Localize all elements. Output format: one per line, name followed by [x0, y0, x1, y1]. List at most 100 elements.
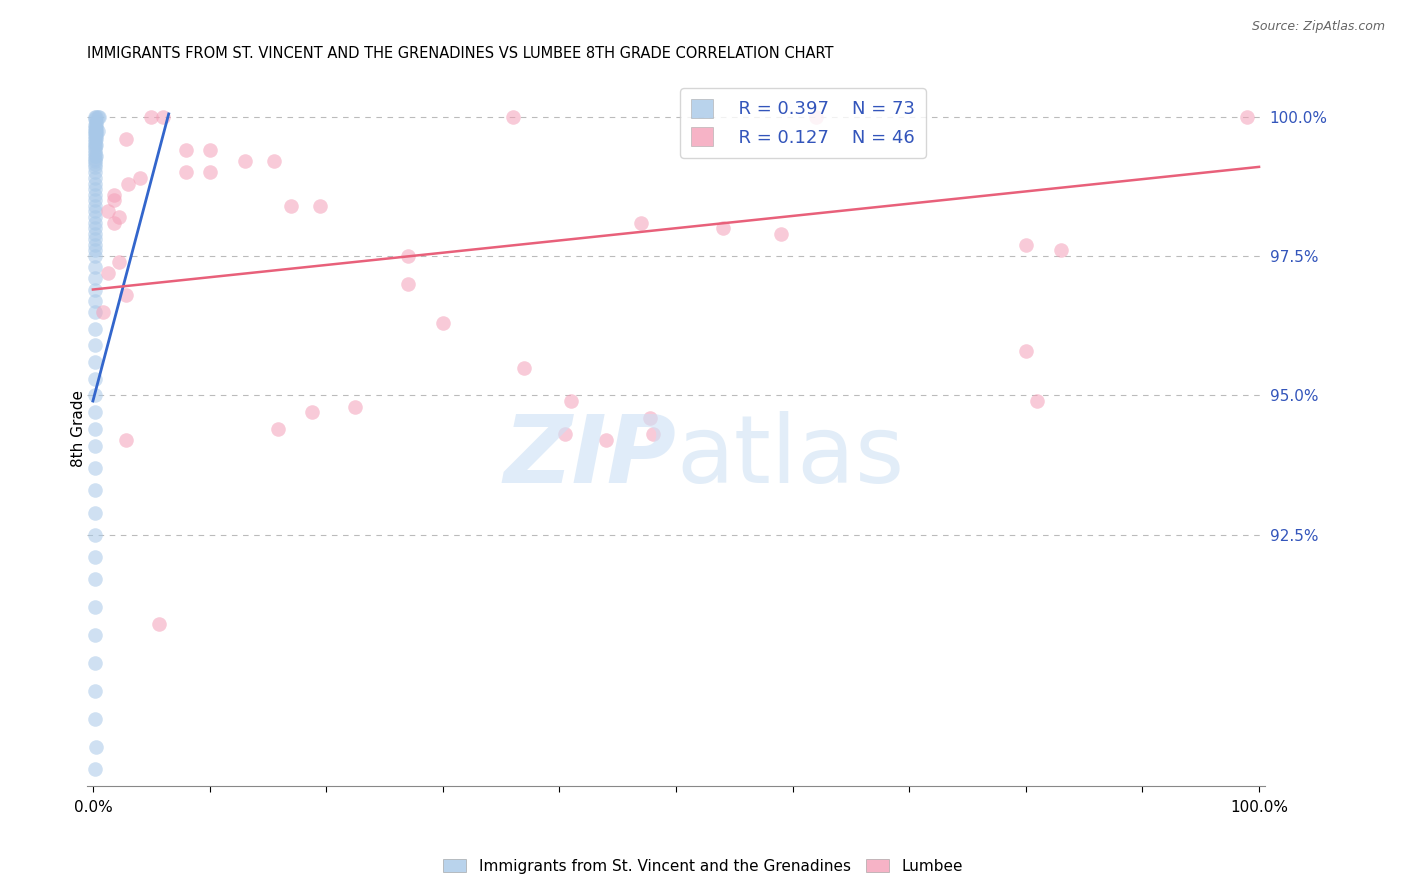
Point: [84, 120, 107, 135]
Point: [103, 187, 125, 202]
Point: [560, 394, 582, 409]
Point: [280, 199, 302, 213]
Point: [87, 110, 110, 124]
Point: [711, 221, 734, 235]
Point: [84, 232, 107, 246]
Point: [84, 123, 107, 137]
Point: [97, 204, 120, 219]
Point: [1026, 394, 1049, 409]
Text: atlas: atlas: [676, 411, 904, 503]
Point: [84, 238, 107, 252]
Text: Source: ZipAtlas.com: Source: ZipAtlas.com: [1251, 20, 1385, 33]
Point: [84, 110, 107, 124]
Point: [84, 244, 107, 258]
Point: [640, 410, 662, 425]
Point: [141, 110, 163, 124]
Point: [84, 157, 107, 171]
Point: [84, 154, 107, 169]
Point: [84, 506, 107, 520]
Point: [84, 112, 107, 127]
Point: [84, 483, 107, 498]
Legend:   R = 0.397    N = 73,   R = 0.127    N = 46: R = 0.397 N = 73, R = 0.127 N = 46: [681, 88, 927, 158]
Point: [804, 110, 827, 124]
Point: [84, 684, 107, 698]
Point: [117, 177, 139, 191]
Point: [86, 149, 108, 163]
Point: [103, 216, 125, 230]
Point: [114, 132, 136, 146]
Point: [502, 110, 524, 124]
Point: [84, 118, 107, 132]
Point: [148, 617, 170, 632]
Point: [84, 152, 107, 166]
Point: [84, 143, 107, 157]
Point: [84, 127, 107, 141]
Point: [84, 199, 107, 213]
Point: [84, 293, 107, 308]
Point: [103, 194, 125, 208]
Point: [84, 271, 107, 285]
Point: [513, 360, 536, 375]
Point: [198, 165, 221, 179]
Point: [84, 129, 107, 144]
Point: [84, 628, 107, 642]
Point: [301, 405, 323, 419]
Point: [86, 110, 108, 124]
Point: [84, 171, 107, 186]
Point: [630, 216, 652, 230]
Point: [84, 221, 107, 235]
Point: [84, 210, 107, 224]
Point: [93, 305, 115, 319]
Point: [84, 204, 107, 219]
Point: [86, 739, 108, 754]
Point: [84, 283, 107, 297]
Point: [84, 600, 107, 615]
Point: [84, 260, 107, 275]
Point: [309, 199, 332, 213]
Point: [107, 254, 129, 268]
Point: [84, 388, 107, 402]
Text: IMMIGRANTS FROM ST. VINCENT AND THE GRENADINES VS LUMBEE 8TH GRADE CORRELATION C: IMMIGRANTS FROM ST. VINCENT AND THE GREN…: [87, 46, 834, 62]
Point: [84, 160, 107, 174]
Point: [86, 129, 108, 144]
Point: [86, 123, 108, 137]
Point: [233, 154, 256, 169]
Point: [86, 120, 108, 135]
Point: [84, 135, 107, 149]
Point: [84, 216, 107, 230]
Point: [84, 132, 107, 146]
Point: [396, 277, 419, 291]
Point: [86, 127, 108, 141]
Point: [263, 154, 285, 169]
Point: [769, 227, 792, 241]
Point: [198, 143, 221, 157]
Point: [84, 137, 107, 152]
Point: [84, 165, 107, 179]
Point: [1236, 110, 1258, 124]
Point: [84, 355, 107, 369]
Point: [84, 550, 107, 565]
Point: [84, 249, 107, 263]
Point: [84, 656, 107, 670]
Point: [107, 210, 129, 224]
Point: [86, 110, 108, 124]
Point: [84, 145, 107, 160]
Point: [641, 427, 664, 442]
Point: [174, 143, 197, 157]
Legend: Immigrants from St. Vincent and the Grenadines, Lumbee: Immigrants from St. Vincent and the Gren…: [437, 853, 969, 880]
Point: [84, 177, 107, 191]
Point: [114, 288, 136, 302]
Point: [84, 187, 107, 202]
Point: [554, 427, 576, 442]
Point: [84, 422, 107, 436]
Point: [84, 227, 107, 241]
Point: [432, 316, 454, 330]
Point: [84, 573, 107, 587]
Point: [84, 762, 107, 776]
Point: [396, 249, 419, 263]
Point: [1015, 343, 1038, 358]
Point: [1049, 244, 1071, 258]
Point: [86, 137, 108, 152]
Point: [595, 433, 617, 447]
Point: [84, 439, 107, 453]
